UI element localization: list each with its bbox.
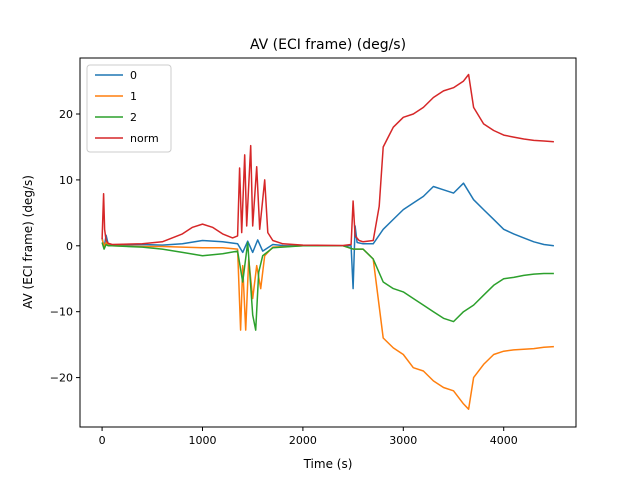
series-line-0 xyxy=(101,182,554,290)
chart-title: AV (ECI frame) (deg/s) xyxy=(250,37,406,53)
y-tick-label: 20 xyxy=(59,108,73,121)
legend-box xyxy=(86,64,172,153)
legend: 0 1 2 norm xyxy=(86,64,172,153)
x-tick-label: 0 xyxy=(99,434,106,447)
y-tick-label: −20 xyxy=(50,372,73,385)
legend-label-2: 2 xyxy=(130,111,137,124)
y-tick-label: −10 xyxy=(50,306,73,319)
series-line-2 xyxy=(101,241,554,331)
legend-label-0: 0 xyxy=(130,69,137,82)
series-line-norm xyxy=(101,73,554,247)
x-tick-label: 4000 xyxy=(490,434,518,447)
axes-frame xyxy=(79,57,577,428)
y-tick-label: 0 xyxy=(66,240,73,253)
series-layer xyxy=(101,73,554,410)
x-axis-ticks: 0 1000 2000 3000 4000 xyxy=(99,427,518,447)
axes-layer xyxy=(79,57,577,428)
x-axis-label: Time (s) xyxy=(303,457,353,471)
legend-label-1: 1 xyxy=(130,90,137,103)
legend-label-norm: norm xyxy=(130,132,159,145)
y-axis-ticks: −20 −10 0 10 20 xyxy=(50,108,80,385)
y-tick-label: 10 xyxy=(59,174,73,187)
x-tick-label: 3000 xyxy=(389,434,417,447)
x-tick-label: 1000 xyxy=(188,434,216,447)
y-axis-label: AV (ECI frame) (deg/s) xyxy=(21,175,35,309)
x-tick-label: 2000 xyxy=(289,434,317,447)
